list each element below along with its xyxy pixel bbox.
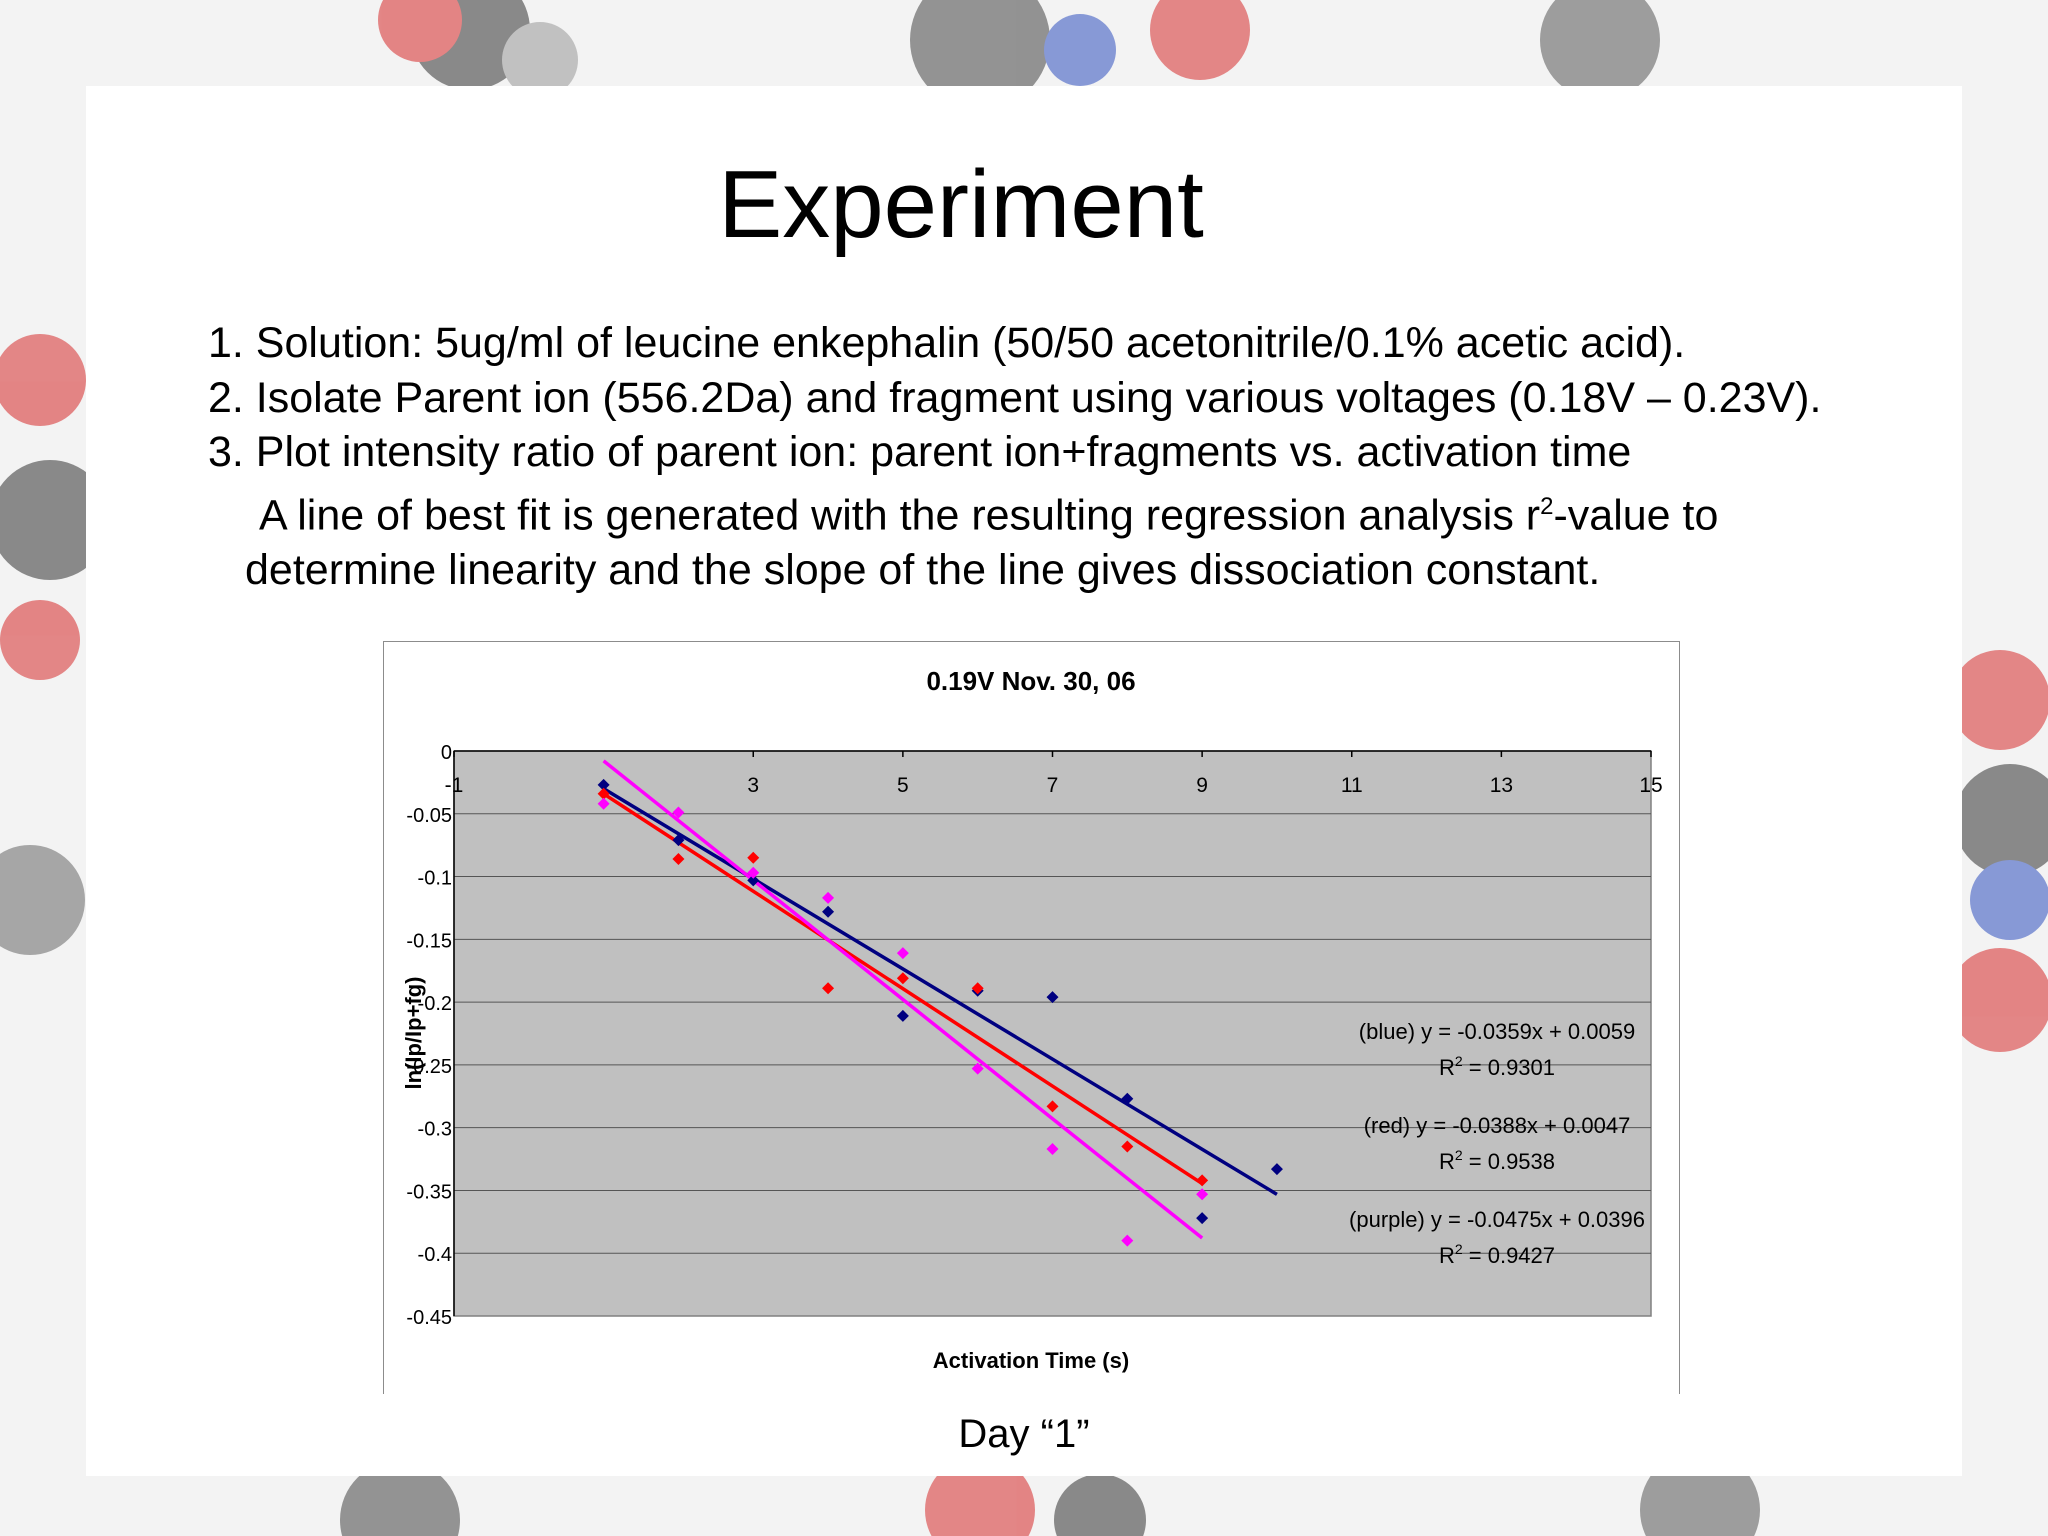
bullet-item: 1. Solution: 5ug/ml of leucine enkephali… [208, 319, 1686, 367]
chart-area: 0.19V Nov. 30, 06 0 -0.05 -0.1 -0.15 -0.2 -0.2… [383, 641, 1680, 1394]
data-point [747, 866, 760, 879]
y-tick-label: -0.35 [406, 1181, 452, 1203]
slide-title: Experiment [718, 151, 1204, 258]
y-tick-label: -0.2 [418, 993, 452, 1015]
data-point [672, 852, 685, 865]
data-point [1270, 1163, 1283, 1176]
y-tick-label: -0.45 [406, 1307, 452, 1329]
y-tick-label: -0.15 [406, 930, 452, 952]
data-point [971, 982, 984, 995]
y-axis-title: ln(Ip/Ip+fg) [401, 976, 426, 1089]
y-tick-label: -0.4 [418, 1244, 452, 1266]
bullet-note-line: determine linearity and the slope of the… [245, 545, 1601, 594]
data-point [1121, 1234, 1134, 1247]
x-tick-label: 13 [1490, 774, 1513, 797]
note-text: A line of best fit is generated with the… [259, 491, 1541, 540]
x-tick-label: 3 [747, 774, 759, 797]
data-point [1196, 1188, 1209, 1201]
chart-title: 0.19V Nov. 30, 06 [926, 666, 1135, 696]
trendline [602, 787, 1278, 1196]
x-axis-title: Activation Time (s) [933, 1348, 1129, 1373]
plot-area [453, 750, 1652, 1317]
bullet-item: 3. Plot intensity ratio of parent ion: p… [208, 428, 1632, 477]
slide-caption: Day “1” [958, 1412, 1090, 1456]
data-point [822, 891, 835, 904]
data-point [896, 947, 909, 960]
y-tick-label: -0.1 [418, 868, 452, 890]
data-point [747, 851, 760, 864]
data-point [1046, 1143, 1059, 1156]
scatter-chart: 0.19V Nov. 30, 06 0 -0.05 -0.1 -0.15 -0.2 -0.2… [401, 666, 1663, 1373]
x-tick-label: 5 [897, 774, 909, 797]
data-point [1046, 1100, 1059, 1113]
y-tick-label: 0 [441, 742, 452, 764]
r-squared-label: R2 = 0.9301 [1439, 1053, 1555, 1080]
data-point [822, 982, 835, 995]
slide: Experiment 1. Solution: 5ug/ml of leucin… [86, 86, 1962, 1476]
data-point [747, 874, 760, 887]
x-tick-label: 11 [1341, 774, 1363, 797]
x-tick-label: 9 [1196, 774, 1208, 797]
data-point [597, 797, 610, 810]
data-point [896, 972, 909, 985]
x-tick-label: -1 [445, 774, 464, 797]
data-point [1196, 1212, 1209, 1225]
y-tick-label: -0.05 [406, 805, 452, 827]
trendline [602, 792, 1204, 1186]
regression-equation: (red) y = -0.0388x + 0.0047 [1364, 1113, 1631, 1138]
bullet-list: 1. Solution: 5ug/ml of leucine enkephali… [208, 316, 1821, 597]
r-squared-label: R2 = 0.9427 [1439, 1241, 1555, 1268]
data-point [822, 905, 835, 918]
data-point [1121, 1092, 1134, 1105]
y-tick-label: -0.25 [406, 1056, 452, 1078]
note-superscript: 2 [1540, 492, 1554, 520]
x-tick-label: 7 [1047, 774, 1059, 797]
trendline [602, 759, 1204, 1240]
note-text: -value to [1553, 491, 1719, 540]
data-point [1121, 1140, 1134, 1153]
r-squared-label: R2 = 0.9538 [1439, 1147, 1555, 1174]
bullet-item: 2. Isolate Parent ion (556.2Da) and frag… [208, 373, 1822, 422]
data-point [1196, 1174, 1209, 1187]
data-point [672, 834, 685, 847]
y-tick-label: -0.3 [418, 1119, 452, 1141]
data-point [971, 1062, 984, 1075]
regression-equation: (blue) y = -0.0359x + 0.0059 [1359, 1019, 1635, 1044]
data-point [597, 787, 610, 800]
bullet-note-line: A line of best fit is generated with the… [208, 480, 1821, 543]
data-point [896, 1009, 909, 1022]
x-tick-label: 15 [1639, 774, 1662, 797]
data-point [672, 806, 685, 819]
data-point [597, 778, 610, 791]
data-point [1046, 991, 1059, 1004]
regression-equation: (purple) y = -0.0475x + 0.0396 [1349, 1207, 1645, 1232]
